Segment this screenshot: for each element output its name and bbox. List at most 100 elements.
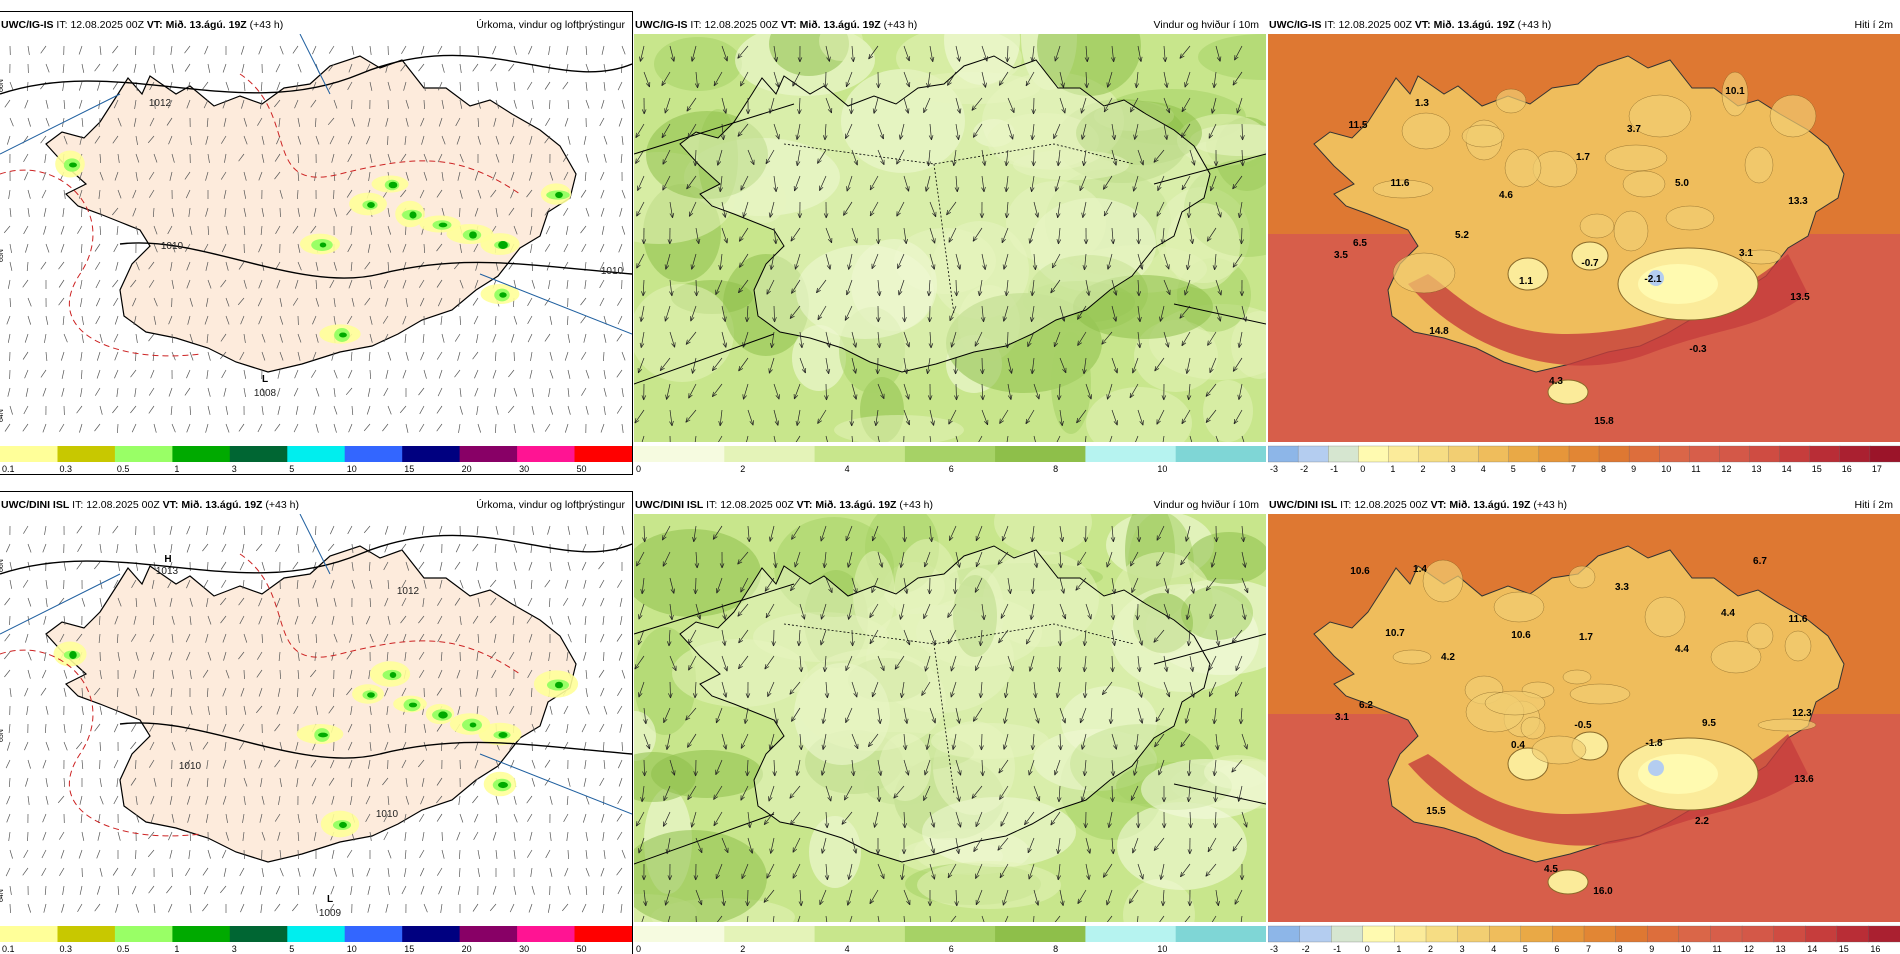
legend-swatch [1750, 446, 1781, 462]
legend-swatch [1659, 446, 1690, 462]
temp-value: 10.1 [1725, 86, 1745, 97]
legend-tick: 7 [1586, 944, 1591, 954]
temp-value: 16.0 [1593, 886, 1613, 897]
legend-tick: 8 [1601, 464, 1606, 474]
legend-swatch [287, 446, 345, 462]
legend-swatch [345, 446, 403, 462]
map-panel-dini-temp: UWC/DINI ISL IT: 12.08.2025 00Z VT: Mið.… [1268, 492, 1900, 954]
panel-model: UWC/IG-IS [1269, 19, 1322, 31]
temp-value: 4.3 [1549, 376, 1563, 387]
lat-label: 64N [0, 409, 5, 422]
legend-tick: 11 [1712, 944, 1721, 954]
legend-tick: 30 [519, 944, 529, 954]
panel-header: UWC/DINI ISL IT: 12.08.2025 00Z VT: Mið.… [1269, 494, 1897, 516]
legend-tick: 3 [1451, 464, 1456, 474]
temp-value: 4.4 [1721, 608, 1735, 619]
legend-tick: 3 [232, 464, 237, 474]
temp-value: 6.2 [1359, 700, 1373, 711]
legend-swatch [1268, 446, 1299, 462]
temp-value: -0.5 [1574, 720, 1592, 731]
legend-tick: 16 [1842, 464, 1852, 474]
map-area[interactable] [634, 34, 1266, 442]
legend-tick: 10 [1661, 464, 1671, 474]
legend-tick: 10 [1157, 464, 1167, 474]
legend-tick: 0 [636, 464, 641, 474]
legend-tick: -3 [1270, 464, 1278, 474]
legend-tick: 0 [636, 944, 641, 954]
legend-tick: 0.3 [60, 944, 73, 954]
panel-vt-value: Mið. 13.ágú. 19Z [1449, 499, 1530, 511]
legend-tick: 6 [949, 464, 954, 474]
legend-tick: 8 [1053, 944, 1058, 954]
panel-vt-value: Mið. 13.ágú. 19Z [181, 499, 262, 511]
legend-swatch [1629, 446, 1660, 462]
temp-value: 9.5 [1702, 718, 1716, 729]
legend-tick: 15 [404, 464, 414, 474]
temp-value: 1.1 [1519, 276, 1533, 287]
legend-swatch [1298, 446, 1329, 462]
map-area[interactable] [634, 514, 1266, 922]
temp-value: 6.7 [1753, 556, 1767, 567]
legend-swatch [1458, 926, 1490, 942]
temp-value: 0.4 [1511, 740, 1525, 751]
legend-swatch [1780, 446, 1811, 462]
temp-value: 3.7 [1627, 124, 1641, 135]
temp-value: 3.1 [1335, 712, 1349, 723]
legend-swatch [402, 446, 460, 462]
legend-tick: 4 [845, 464, 850, 474]
temp-value: 15.8 [1594, 416, 1614, 427]
lat-label: 66N [0, 559, 5, 572]
panel-title: Úrkoma, vindur og loftþrýstingur [476, 14, 625, 36]
legend-tick: 0.5 [117, 464, 130, 474]
legend-swatch [575, 446, 633, 462]
temp-value: 4.5 [1544, 864, 1558, 875]
legend-swatch [724, 446, 815, 462]
legend-swatch [905, 446, 996, 462]
legend-swatch [1521, 926, 1553, 942]
legend-swatch [58, 446, 116, 462]
panel-header: UWC/IG-IS IT: 12.08.2025 00Z VT: Mið. 13… [635, 14, 1263, 36]
panel-lead: (+43 h) [250, 19, 284, 31]
legend-tick: 10 [347, 464, 357, 474]
legend-tick: 8 [1618, 944, 1623, 954]
legend-tick: 8 [1053, 464, 1058, 474]
legend-tick: 20 [462, 464, 472, 474]
legend-swatch [1363, 926, 1395, 942]
panel-lead: (+43 h) [265, 499, 299, 511]
isobar-label: 1010 [161, 241, 184, 252]
legend-tick: 0.5 [117, 944, 130, 954]
temp-value: 15.5 [1426, 806, 1446, 817]
temp-value: 4.4 [1675, 644, 1689, 655]
legend-swatch [1426, 926, 1458, 942]
legend-swatch [1805, 926, 1837, 942]
legend-swatch [815, 926, 906, 942]
panel-model: UWC/IG-IS [635, 19, 688, 31]
isobar-label: 1010 [601, 266, 624, 277]
legend-tick: 15 [404, 944, 414, 954]
lat-label: 65N [0, 729, 5, 742]
temp-value: 11.5 [1349, 120, 1368, 131]
temp-value: 1.4 [1413, 564, 1427, 575]
temp-value: 14.8 [1429, 326, 1449, 337]
isobar-label: 1013 [156, 566, 179, 577]
panel-it-value: 12.08.2025 00Z [70, 19, 144, 31]
legend-tick: 2 [1428, 944, 1433, 954]
panel-vt-value: Mið. 13.ágú. 19Z [166, 19, 247, 31]
legend-swatch [1599, 446, 1630, 462]
pressure-center-label: L [262, 374, 268, 385]
panel-title: Vindur og hviður í 10m [1154, 494, 1259, 516]
lat-label: 66N [0, 79, 5, 92]
temp-value: 10.7 [1385, 628, 1405, 639]
panel-it-label: IT: [1340, 499, 1351, 511]
legend-tick: -2 [1302, 944, 1310, 954]
legend-swatch [634, 446, 725, 462]
legend-swatch [230, 926, 288, 942]
legend-tick: 10 [347, 944, 357, 954]
legend-tick: 15 [1812, 464, 1822, 474]
